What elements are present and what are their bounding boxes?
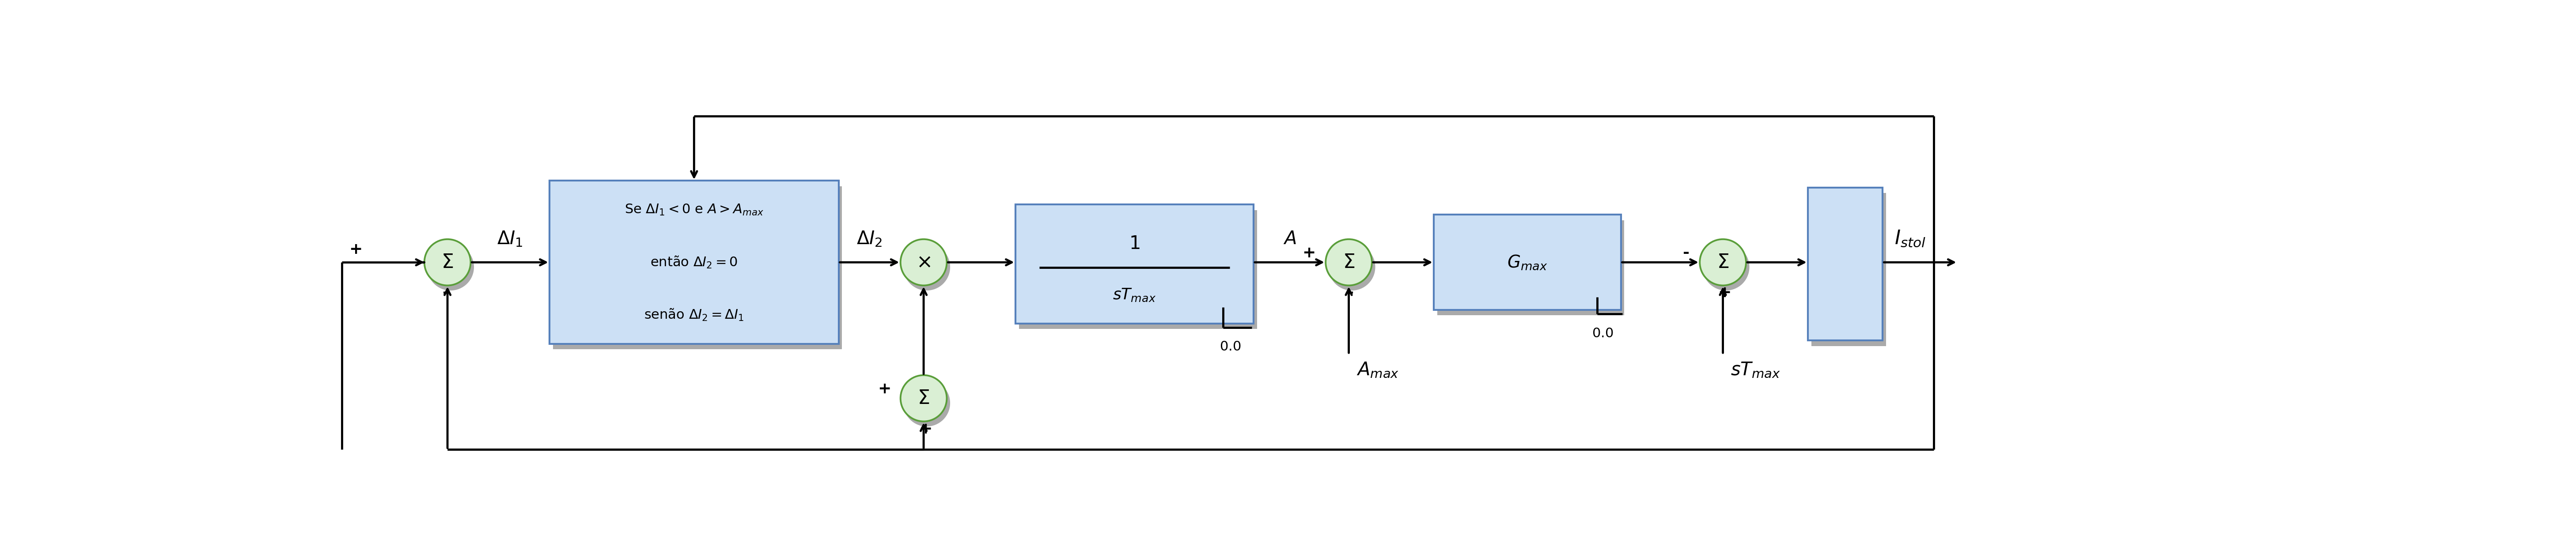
Text: então $\Delta I_2 = 0$: então $\Delta I_2 = 0$ [649, 255, 737, 270]
Text: $\Delta I_1$: $\Delta I_1$ [497, 230, 523, 248]
Text: $\Sigma$: $\Sigma$ [1716, 253, 1728, 272]
Text: +: + [1718, 286, 1731, 300]
Text: $\times$: $\times$ [917, 253, 930, 272]
FancyBboxPatch shape [1435, 214, 1620, 310]
Ellipse shape [904, 380, 951, 426]
FancyBboxPatch shape [1015, 205, 1255, 324]
Text: $sT_{max}$: $sT_{max}$ [1113, 287, 1157, 303]
Ellipse shape [902, 375, 948, 421]
Text: $0.0$: $0.0$ [1218, 340, 1242, 353]
Text: Se $\Delta I_1 < 0$ e $A > A_{max}$: Se $\Delta I_1 < 0$ e $A > A_{max}$ [623, 203, 762, 217]
FancyBboxPatch shape [554, 186, 842, 349]
Text: $\Sigma$: $\Sigma$ [1342, 253, 1355, 272]
Ellipse shape [902, 239, 948, 286]
Text: $0.0$: $0.0$ [1592, 327, 1613, 340]
FancyBboxPatch shape [1808, 187, 1883, 340]
Ellipse shape [1327, 239, 1373, 286]
Ellipse shape [904, 244, 951, 290]
Text: +: + [1301, 245, 1316, 260]
Ellipse shape [1700, 239, 1747, 286]
Ellipse shape [1329, 244, 1376, 290]
Text: $A_{max}$: $A_{max}$ [1355, 361, 1399, 380]
Text: $1$: $1$ [1128, 235, 1141, 253]
Text: +: + [878, 381, 891, 396]
Text: -: - [1682, 245, 1690, 260]
Text: $\Delta I_2$: $\Delta I_2$ [858, 230, 884, 248]
Text: +: + [348, 242, 363, 257]
Ellipse shape [1703, 244, 1749, 290]
Text: -: - [443, 286, 448, 300]
FancyBboxPatch shape [1437, 220, 1625, 315]
Text: $I_{stol}$: $I_{stol}$ [1893, 229, 1927, 248]
Text: $\Sigma$: $\Sigma$ [917, 389, 930, 408]
Text: $A$: $A$ [1283, 230, 1296, 248]
Text: $\Sigma$: $\Sigma$ [440, 253, 453, 272]
Text: $sT_{max}$: $sT_{max}$ [1731, 361, 1780, 380]
Ellipse shape [428, 244, 474, 290]
FancyBboxPatch shape [1020, 210, 1257, 329]
FancyBboxPatch shape [549, 181, 840, 344]
FancyBboxPatch shape [1811, 193, 1886, 346]
Ellipse shape [425, 239, 471, 286]
Text: senão $\Delta I_2 = \Delta I_1$: senão $\Delta I_2 = \Delta I_1$ [644, 307, 744, 322]
Text: $G_{max}$: $G_{max}$ [1507, 254, 1548, 271]
Text: +: + [920, 421, 933, 437]
Text: -: - [1347, 286, 1355, 300]
